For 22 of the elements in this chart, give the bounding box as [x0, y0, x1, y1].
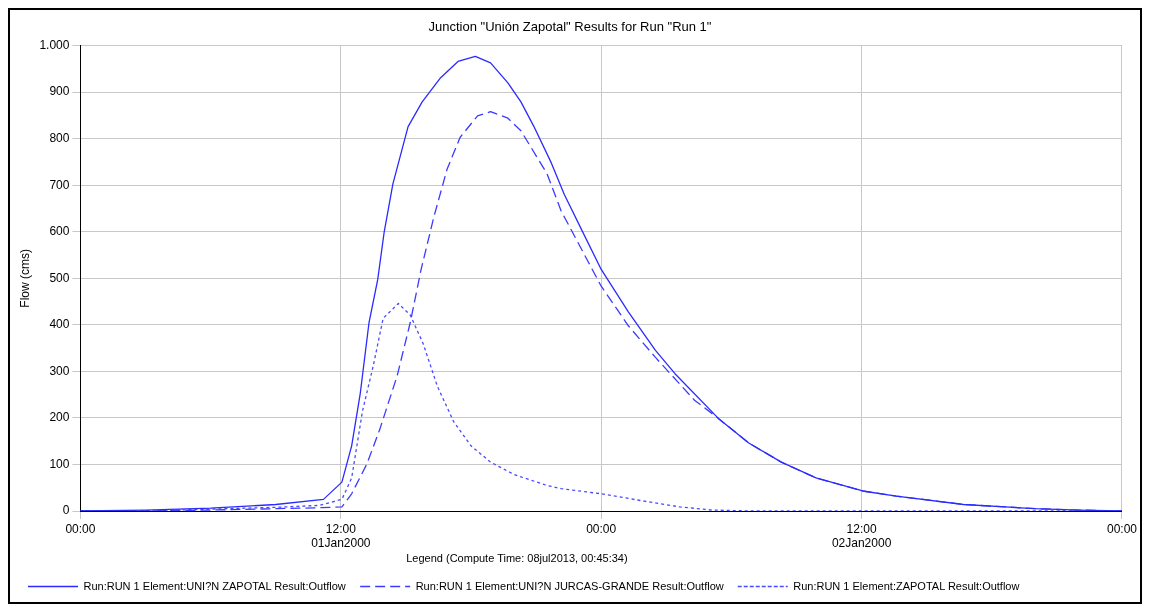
y-tick-label: 600 — [49, 224, 70, 239]
y-tick-label: 0 — [62, 503, 70, 518]
y-tick-label: 800 — [49, 130, 70, 145]
y-tick-label: 900 — [49, 84, 70, 99]
chart-title: Junction "Unión Zapotal" Results for Run "Run 1" — [428, 19, 712, 35]
legend-label: Run:RUN 1 Element:UNI?N ZAPOTAL Result:Outflow — [83, 579, 346, 592]
y-axis-title: Flow (cms) — [17, 248, 32, 308]
y-tick-label: 200 — [49, 410, 70, 425]
x-tick-label: 00:00 — [1106, 521, 1138, 536]
y-tick-label: 1.000 — [39, 37, 70, 52]
x-tick-label: 12:00 01Jan2000 — [311, 521, 371, 550]
legend-label: Run:RUN 1 Element:UNI?N JURCAS-GRANDE Result:Outflow — [415, 579, 724, 592]
y-tick-label: 300 — [49, 363, 70, 378]
x-tick-label: 00:00 — [586, 521, 617, 536]
x-tick-label: 12:00 02Jan2000 — [831, 521, 892, 550]
x-tick-label: 00:00 — [65, 521, 96, 536]
y-tick-label: 100 — [49, 456, 70, 471]
legend-title: Legend (Compute Time: 08jul2013, 00:45:34) — [406, 552, 628, 565]
y-tick-label: 400 — [49, 317, 70, 332]
legend-label: Run:RUN 1 Element:ZAPOTAL Result:Outflow — [793, 579, 1020, 592]
y-tick-label: 500 — [49, 270, 70, 285]
y-tick-label: 700 — [49, 177, 70, 192]
